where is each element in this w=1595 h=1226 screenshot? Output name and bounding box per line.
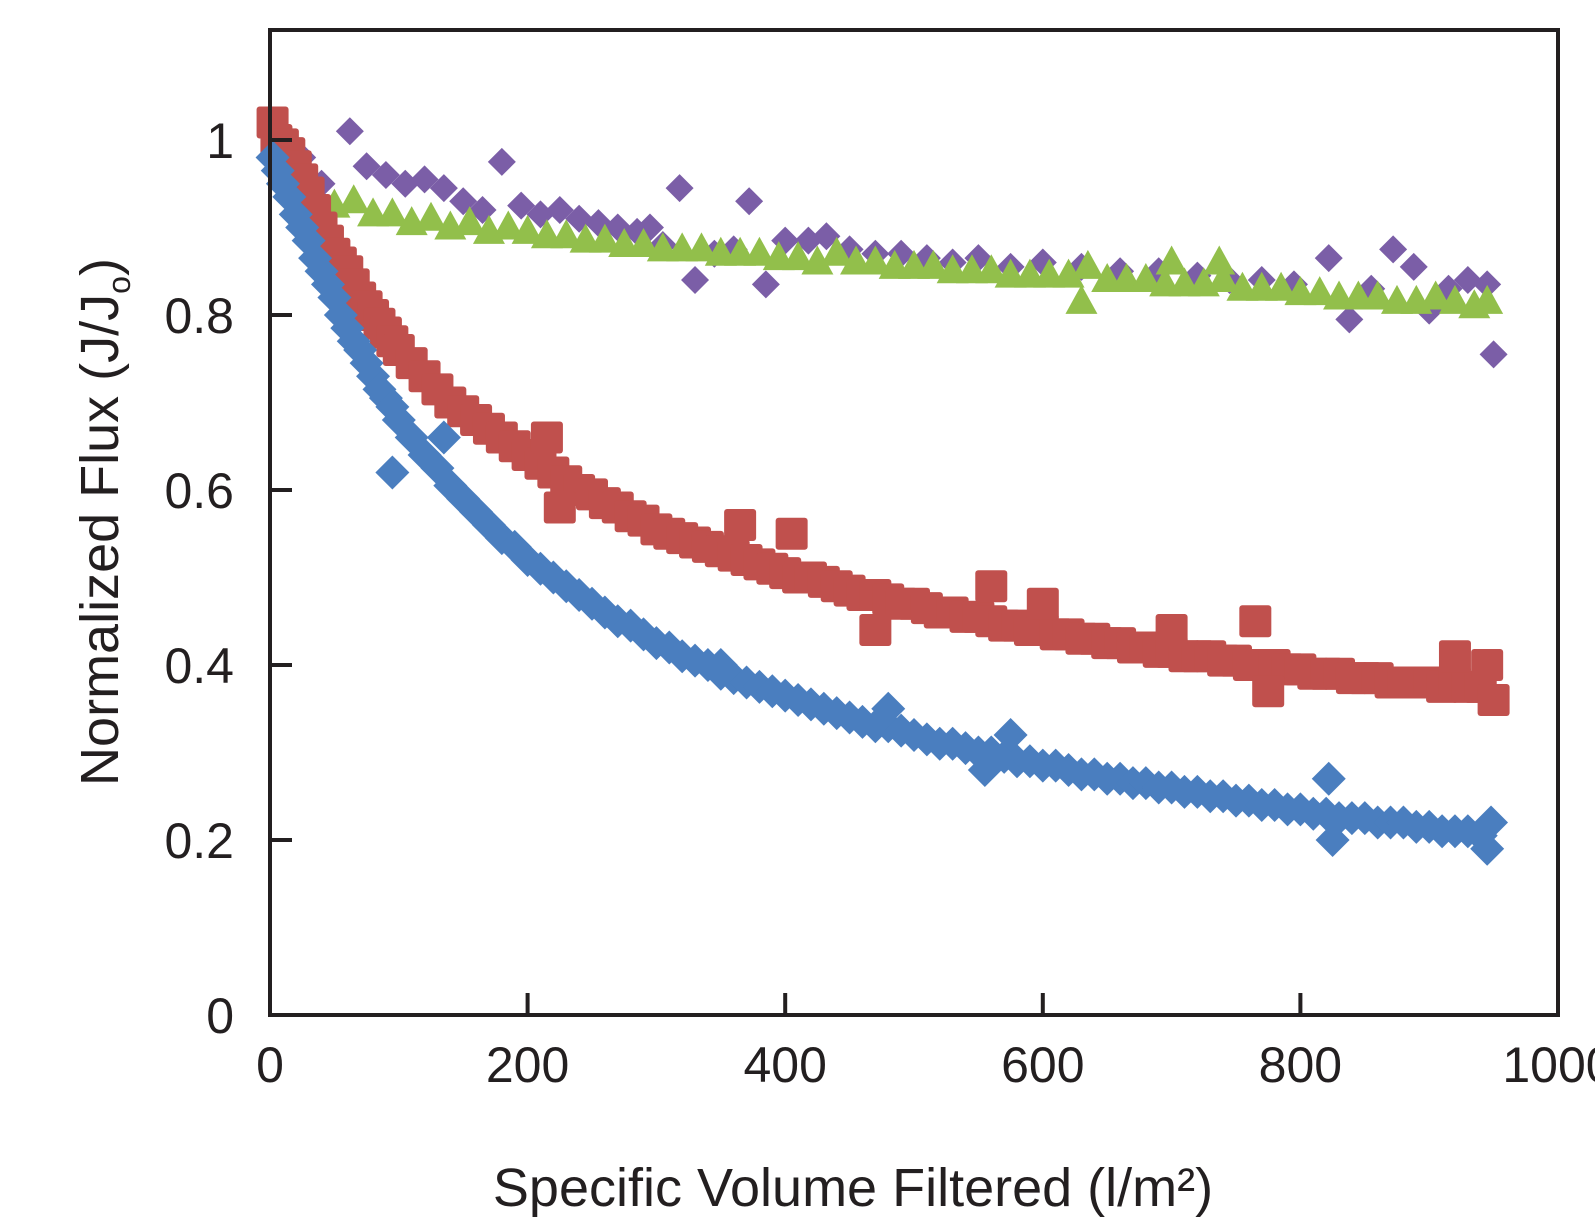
- square-marker: [1471, 649, 1504, 681]
- square-marker: [1026, 587, 1059, 620]
- diamond-marker: [1399, 252, 1428, 281]
- diamond-marker: [1453, 266, 1482, 294]
- square-marker: [859, 614, 892, 646]
- diamond-marker: [335, 117, 364, 146]
- triangle-marker: [917, 249, 950, 279]
- y-tick-label: 1: [206, 113, 234, 169]
- diamond-marker: [545, 196, 574, 224]
- square-marker: [1477, 684, 1510, 716]
- diamond-marker: [375, 455, 410, 490]
- triangle-marker: [782, 241, 815, 271]
- diamond-marker: [1474, 805, 1509, 840]
- diamond-marker: [703, 648, 738, 682]
- diamond-marker: [1470, 831, 1505, 866]
- x-axis-title: Specific Volume Filtered (l/m²): [493, 1158, 1213, 1218]
- square-marker: [1252, 675, 1285, 708]
- triangle-marker: [511, 214, 544, 244]
- triangle-marker: [1303, 276, 1336, 306]
- square-marker: [1155, 614, 1188, 646]
- series-3: [255, 140, 1509, 866]
- triangle-marker: [1207, 263, 1240, 292]
- diamond-marker: [391, 169, 420, 198]
- square-marker: [530, 421, 563, 454]
- triangle-marker: [550, 219, 583, 249]
- square-marker: [543, 491, 576, 524]
- diamond-marker: [735, 187, 764, 216]
- y-tick-label: 0.8: [164, 288, 234, 344]
- series-1: [279, 158, 1504, 319]
- y-tick-label: 0.6: [164, 463, 234, 519]
- diamond-marker: [371, 161, 400, 189]
- triangle-marker: [1071, 249, 1104, 279]
- triangle-marker: [1419, 280, 1452, 310]
- diamond-marker: [751, 270, 780, 299]
- y-tick-label: 0.2: [164, 813, 234, 869]
- y-tick-label: 0: [206, 988, 234, 1044]
- triangle-marker: [859, 245, 892, 275]
- series-0: [271, 117, 1508, 369]
- triangle-marker: [820, 236, 853, 266]
- triangle-marker: [588, 223, 621, 253]
- y-axis-title-subscript: o: [101, 276, 137, 294]
- y-axis-title-main: Normalized Flux (J/J: [70, 294, 130, 786]
- x-tick-label: 400: [743, 1037, 826, 1093]
- x-tick-label: 200: [486, 1037, 569, 1093]
- triangle-marker: [685, 232, 718, 262]
- square-marker: [724, 509, 757, 541]
- diamond-marker: [1479, 340, 1508, 369]
- diamond-marker: [507, 191, 536, 220]
- plot-area-frame: [268, 28, 1560, 1017]
- triangle-marker: [1438, 284, 1471, 314]
- triangle-marker: [1155, 245, 1188, 275]
- diamond-marker: [484, 521, 519, 556]
- y-tick-label: 0.4: [164, 638, 234, 694]
- triangle-marker: [376, 197, 409, 227]
- square-marker: [1239, 605, 1272, 638]
- y-axis-title: Normalized Flux (J/Jo): [70, 258, 137, 786]
- triangle-marker: [627, 228, 660, 257]
- diamond-marker: [1315, 823, 1350, 857]
- triangle-marker: [492, 210, 525, 240]
- triangle-marker: [453, 206, 486, 236]
- diamond-marker: [1379, 235, 1408, 264]
- diamond-marker: [352, 152, 381, 181]
- triangle-marker: [337, 184, 370, 214]
- diamond-marker: [487, 147, 516, 176]
- diamond-marker: [1473, 270, 1502, 299]
- triangle-marker: [975, 254, 1008, 284]
- diamond-marker: [1335, 305, 1364, 334]
- triangle-marker: [1265, 271, 1298, 301]
- square-marker: [1438, 640, 1471, 673]
- diamond-marker: [967, 753, 1002, 787]
- diamond-marker: [410, 165, 439, 194]
- square-marker: [975, 570, 1008, 603]
- triangle-marker: [1052, 258, 1085, 288]
- triangle-marker: [415, 201, 447, 231]
- diamond-marker: [665, 174, 694, 203]
- diamond-marker: [681, 266, 710, 294]
- triangle-marker: [1471, 284, 1504, 314]
- triangle-marker: [1129, 263, 1162, 292]
- triangle-marker: [801, 245, 834, 275]
- x-tick-label: 800: [1259, 1037, 1342, 1093]
- diamond-marker: [993, 718, 1028, 752]
- y-axis-title-close: ): [70, 258, 130, 276]
- data-markers: [255, 106, 1510, 866]
- diamond-marker: [429, 174, 458, 203]
- triangle-marker: [1361, 280, 1394, 310]
- x-tick-label: 0: [256, 1037, 284, 1093]
- triangle-marker: [743, 236, 776, 266]
- triangle-marker: [1065, 284, 1098, 314]
- diamond-marker: [426, 420, 461, 455]
- diamond-marker: [871, 691, 906, 726]
- triangle-marker: [1203, 245, 1236, 275]
- square-marker: [775, 517, 808, 550]
- diamond-marker: [1314, 244, 1343, 273]
- x-tick-label: 600: [1001, 1037, 1084, 1093]
- diamond-marker: [1311, 761, 1346, 796]
